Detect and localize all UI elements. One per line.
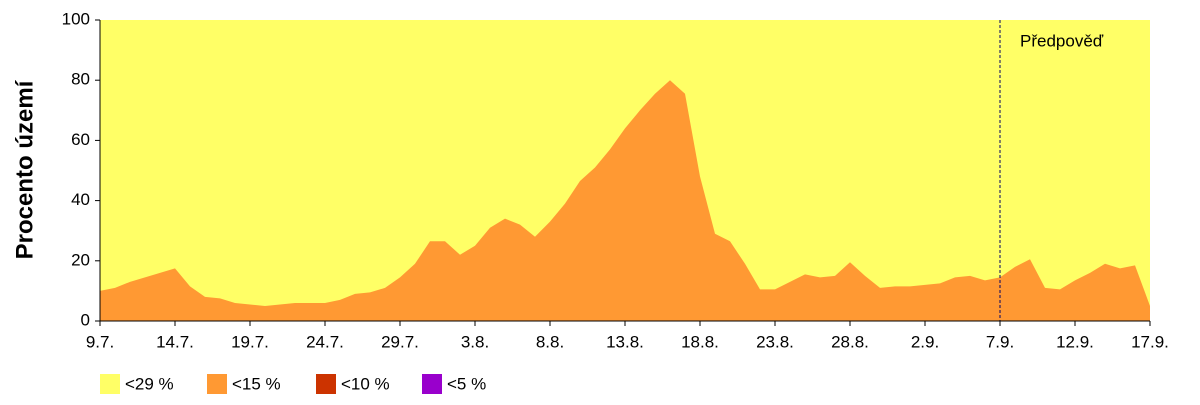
legend-label: <29 % [125,374,174,393]
legend-swatch [207,374,227,394]
x-tick-label: 24.7. [306,332,344,351]
annotation: Předpověď [1020,31,1104,50]
x-tick-label: 2.9. [911,332,939,351]
x-tick-label: 3.8. [461,332,489,351]
area [100,80,1150,321]
x-tick-label: 13.8. [606,332,644,351]
y-tick-label: 40 [71,190,90,209]
legend-label: <15 % [232,374,281,393]
y-tick-label: 60 [71,130,90,149]
x-tick-label: 8.8. [536,332,564,351]
legend-swatch [316,374,336,394]
x-tick-label: 28.8. [831,332,869,351]
y-tick-label: 20 [71,250,90,269]
x-tick-label: 19.7. [231,332,269,351]
x-tick-label: 7.9. [986,332,1014,351]
x-tick-label: 29.7. [381,332,419,351]
y-tick-label: 0 [81,310,90,329]
x-tick-label: 18.8. [681,332,719,351]
x-tick-label: 14.7. [156,332,194,351]
x-tick-label: 17.9. [1131,332,1169,351]
legend-label: <5 % [447,374,486,393]
x-tick-label: 23.8. [756,332,794,351]
y-tick-label: 100 [62,9,90,28]
legend-label: <10 % [341,374,390,393]
y-axis-label: Procento území [11,79,38,259]
legend-swatch [422,374,442,394]
x-tick-label: 12.9. [1056,332,1094,351]
legend-swatch [100,374,120,394]
x-tick-label: 9.7. [86,332,114,351]
y-tick-label: 80 [71,70,90,89]
